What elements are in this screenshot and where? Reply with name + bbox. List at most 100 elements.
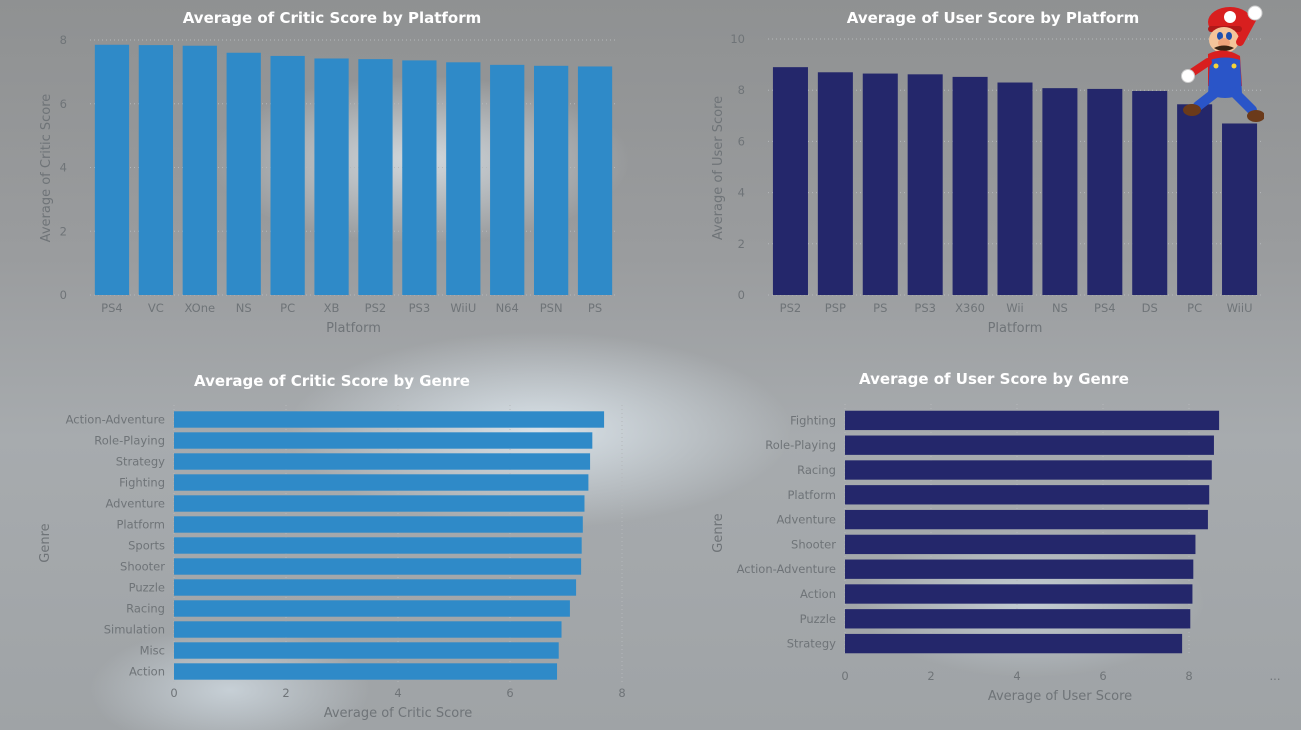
- critic-platform-x-tick-label: PS4: [101, 301, 123, 315]
- critic-platform-bar-ns: [226, 52, 261, 295]
- user-platform-x-tick-label: PS3: [914, 301, 936, 315]
- user-platform-bar-ps3: [907, 74, 943, 295]
- critic-genre-bar-shooter: [174, 558, 582, 575]
- critic-platform-x-tick-label: XOne: [185, 301, 216, 315]
- critic-platform-bar-wiiu: [446, 62, 481, 295]
- user-platform-y-tick-label: 0: [738, 288, 745, 302]
- critic-genre-y-tick-label: Fighting: [119, 476, 165, 490]
- critic-score-by-genre-svg: Average of Critic Score by Genre 0 2 4 6 8 Act…: [38, 372, 626, 721]
- critic-genre-bar-misc: [174, 642, 559, 659]
- user-genre-bar-adventure: [845, 509, 1208, 530]
- user-genre-bar-action: [845, 584, 1193, 604]
- user-genre-x-tick-label: 4: [1013, 669, 1020, 683]
- user-genre-x-tick-label: 6: [1099, 669, 1106, 683]
- user-platform-x-tick-label: PS4: [1094, 301, 1116, 315]
- user-genre-x-tick-more: ...: [1270, 669, 1281, 683]
- user-genre-bar-role-playing: [845, 435, 1214, 455]
- critic-platform-bar-ps3: [402, 60, 437, 296]
- critic-platform-title: Average of Critic Score by Platform: [183, 9, 482, 27]
- user-platform-x-tick-label: WiiU: [1227, 301, 1253, 315]
- critic-platform-x-tick-label: PS2: [365, 301, 387, 315]
- critic-platform-x-tick-label: NS: [236, 301, 252, 315]
- critic-genre-x-tick-label: 2: [282, 686, 289, 700]
- user-genre-y-tick-label: Adventure: [777, 513, 836, 527]
- user-genre-y-tick-label: Strategy: [787, 637, 836, 651]
- user-genre-bar-strategy: [845, 633, 1183, 654]
- critic-genre-y-tick-label: Misc: [140, 644, 165, 658]
- critic-genre-bar-simulation: [174, 621, 562, 638]
- user-platform-x-tick-label: PS2: [780, 301, 802, 315]
- critic-platform-bar-xb: [314, 58, 349, 295]
- critic-platform-x-axis-title: Platform: [326, 321, 381, 336]
- critic-platform-bar-psn: [533, 65, 569, 295]
- critic-genre-y-axis-title: Genre: [38, 523, 53, 562]
- user-genre-y-axis-title: Genre: [711, 513, 726, 552]
- critic-genre-y-tick-label: Shooter: [120, 560, 165, 574]
- critic-genre-y-tick-label: Simulation: [104, 623, 165, 637]
- user-genre-y-tick-label: Puzzle: [800, 612, 836, 626]
- user-platform-x-tick-label: PSP: [825, 301, 846, 315]
- user-platform-x-axis-title: Platform: [988, 321, 1043, 336]
- user-genre-title: Average of User Score by Genre: [859, 370, 1129, 388]
- critic-platform-x-tick-label: PS: [588, 301, 602, 315]
- user-platform-y-axis-title: Average of User Score: [711, 96, 726, 240]
- user-genre-bar-puzzle: [845, 609, 1191, 629]
- critic-platform-x-tick-label: XB: [324, 301, 340, 315]
- critic-platform-y-axis-title: Average of Critic Score: [39, 94, 54, 243]
- user-score-by-genre-svg: Average of User Score by Genre 0 2 4 6 8 ... Fi…: [711, 370, 1281, 704]
- critic-genre-y-tick-label: Action: [129, 665, 165, 679]
- user-genre-y-tick-label: Action-Adventure: [737, 562, 836, 576]
- user-platform-x-tick-label: DS: [1142, 301, 1158, 315]
- user-platform-x-tick-label: X360: [955, 301, 985, 315]
- user-genre-bar-fighting: [845, 410, 1220, 431]
- mario-character-image: [1181, 5, 1264, 122]
- user-genre-y-tick-label: Shooter: [791, 537, 836, 551]
- critic-platform-y-tick-label: 8: [60, 33, 67, 47]
- user-platform-bar-psp: [817, 72, 853, 295]
- user-platform-y-tick-label: 8: [738, 83, 745, 97]
- user-genre-bar-action-adventure: [845, 559, 1194, 579]
- critic-genre-bar-puzzle: [174, 579, 577, 596]
- critic-platform-bar-vc: [138, 45, 174, 295]
- critic-genre-x-axis-title: Average of Critic Score: [324, 706, 473, 721]
- critic-score-by-genre-chart: Average of Critic Score by Genre 0 2 4 6 8 Act…: [0, 360, 650, 730]
- critic-platform-x-tick-label: WiiU: [450, 301, 476, 315]
- critic-genre-bar-role-playing: [174, 432, 593, 449]
- user-platform-bar-wii: [997, 82, 1033, 296]
- critic-genre-x-tick-label: 0: [170, 686, 177, 700]
- critic-genre-y-tick-label: Role-Playing: [94, 434, 165, 448]
- user-platform-bar-ps4: [1087, 88, 1123, 295]
- user-platform-bar-pc: [1177, 104, 1213, 295]
- user-platform-y-tick-label: 10: [730, 32, 745, 46]
- critic-genre-bar-fighting: [174, 474, 589, 491]
- critic-genre-y-tick-label: Strategy: [116, 455, 165, 469]
- critic-genre-bar-racing: [174, 600, 570, 617]
- critic-genre-y-tick-label: Racing: [126, 602, 165, 616]
- critic-genre-bar-action: [174, 663, 558, 680]
- user-platform-bar-ps2: [772, 67, 808, 295]
- critic-platform-y-tick-label: 0: [60, 288, 67, 302]
- critic-platform-x-tick-label: N64: [496, 301, 519, 315]
- user-genre-y-tick-label: Racing: [797, 463, 836, 477]
- user-genre-bar-shooter: [845, 534, 1196, 555]
- critic-genre-bar-platform: [174, 516, 583, 533]
- user-platform-bar-ds: [1132, 90, 1168, 295]
- user-platform-bar-x360: [952, 76, 988, 295]
- user-genre-x-tick-label: 2: [927, 669, 934, 683]
- critic-genre-y-tick-label: Adventure: [106, 497, 165, 511]
- critic-genre-title: Average of Critic Score by Genre: [194, 372, 470, 390]
- critic-genre-y-tick-label: Puzzle: [129, 581, 165, 595]
- user-platform-x-tick-label: Wii: [1006, 301, 1024, 315]
- user-genre-x-tick-label: 0: [841, 669, 848, 683]
- critic-platform-x-tick-label: PC: [280, 301, 295, 315]
- user-score-by-genre-chart: Average of User Score by Genre 0 2 4 6 8... Fi…: [650, 360, 1301, 730]
- critic-genre-bar-strategy: [174, 453, 591, 470]
- critic-genre-bar-action-adventure: [174, 411, 605, 428]
- user-genre-y-tick-label: Role-Playing: [765, 438, 836, 452]
- critic-platform-y-tick-label: 2: [60, 224, 67, 238]
- user-genre-x-tick-label: 8: [1185, 669, 1192, 683]
- user-platform-bar-ns: [1042, 88, 1078, 295]
- critic-genre-x-tick-label: 6: [506, 686, 513, 700]
- user-platform-bar-wiiu: [1222, 123, 1258, 295]
- user-genre-x-axis-title: Average of User Score: [988, 689, 1132, 704]
